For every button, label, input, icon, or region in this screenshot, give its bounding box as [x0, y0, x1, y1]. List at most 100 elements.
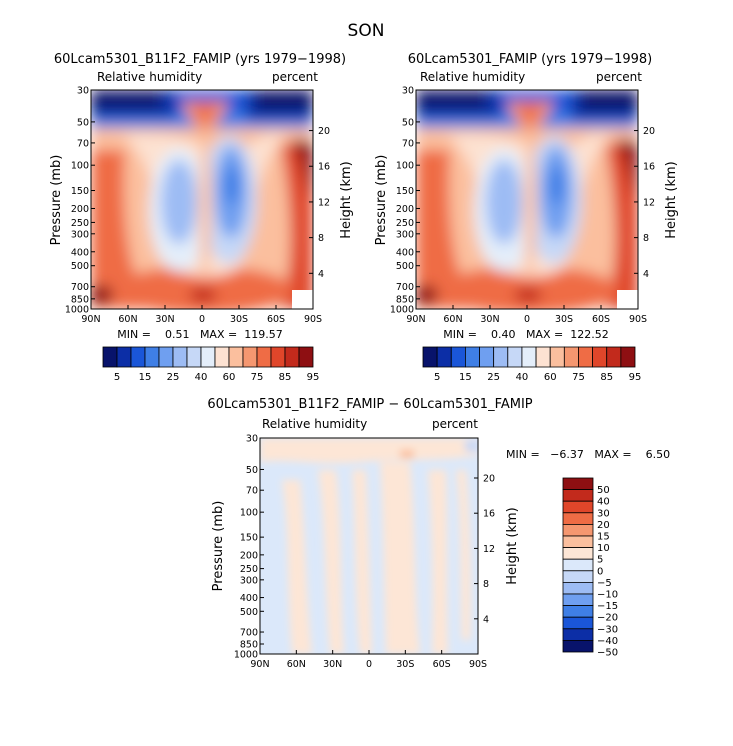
- y-tick-label: 250: [240, 564, 258, 575]
- colorbar-label: 60: [544, 372, 557, 383]
- colorbar-label: 20: [597, 520, 610, 531]
- y2-tick-label: 8: [643, 233, 649, 244]
- y-tick-label: 1000: [65, 305, 89, 316]
- colorbar-box: [549, 346, 565, 368]
- colorbar-label: 85: [279, 372, 292, 383]
- colorbar-box: [562, 628, 594, 641]
- y-tick-label: 30: [246, 434, 258, 445]
- y-tick-label: 400: [240, 593, 258, 604]
- colorbar-box: [562, 570, 594, 583]
- colorbar-box: [563, 346, 579, 368]
- x-tick-label: 30S: [555, 314, 573, 325]
- panel-3-stats: MIN = −6.37 MAX = 6.50: [506, 448, 670, 461]
- colorbar-label: 15: [459, 372, 472, 383]
- x-tick-label: 90N: [250, 659, 269, 670]
- y-tick-label: 850: [71, 294, 89, 305]
- panel-1-ylabel: Pressure (mb): [49, 155, 64, 246]
- colorbar-box: [144, 346, 160, 368]
- colorbar-box: [214, 346, 230, 368]
- panel-3-title: 60Lcam5301_B11F2_FAMIP − 60Lcam5301_FAMI…: [207, 397, 532, 412]
- colorbar-label: 5: [114, 372, 120, 383]
- y-tick-label: 500: [71, 261, 89, 272]
- y2-tick-label: 4: [643, 269, 649, 280]
- y-tick-label: 500: [240, 607, 258, 618]
- x-tick-label: 90S: [469, 659, 487, 670]
- panel-3-y2-axis: 20 16 12 8 4: [474, 474, 495, 625]
- y-tick-label: 400: [396, 247, 414, 258]
- y-tick-label: 200: [396, 204, 414, 215]
- colorbar-box: [436, 346, 452, 368]
- panel-1-units: percent: [272, 70, 318, 84]
- colorbar-label: 10: [597, 543, 610, 554]
- panel-3-x-axis: 90N 60N 30N 0 30S 60S 90S: [250, 650, 487, 670]
- colorbar-label: 85: [600, 372, 613, 383]
- colorbar-box: [592, 346, 608, 368]
- x-tick-label: 60N: [443, 314, 462, 325]
- y2-tick-label: 16: [318, 162, 330, 173]
- colorbar-box: [562, 512, 594, 525]
- colorbar-label: −5: [597, 578, 612, 589]
- colorbar-box: [562, 616, 594, 630]
- x-tick-label: 0: [199, 314, 205, 325]
- panel-2-units: percent: [596, 70, 642, 84]
- colorbar-label: 95: [629, 372, 642, 383]
- x-tick-label: 90S: [629, 314, 647, 325]
- y2-tick-label: 8: [483, 579, 489, 590]
- y-tick-label: 100: [396, 161, 414, 172]
- colorbar-box: [562, 640, 594, 653]
- colorbar-label: 25: [167, 372, 180, 383]
- colorbar-box: [507, 346, 523, 368]
- x-tick-label: 90N: [406, 314, 425, 325]
- y-tick-label: 70: [246, 486, 258, 497]
- colorbar-box: [493, 346, 509, 368]
- colorbar-box: [228, 346, 244, 368]
- panel-1-title: 60Lcam5301_B11F2_FAMIP (yrs 1979−1998): [54, 52, 346, 67]
- y2-tick-label: 12: [643, 197, 655, 208]
- panel-1-plot-area: [91, 90, 313, 309]
- colorbar-box: [521, 346, 537, 368]
- colorbar-box: [479, 346, 495, 368]
- x-tick-label: 60S: [433, 659, 451, 670]
- y-tick-label: 850: [240, 639, 258, 650]
- y-tick-label: 1000: [234, 650, 258, 661]
- y-tick-label: 50: [246, 465, 258, 476]
- panel-1-variable: Relative humidity: [97, 70, 202, 84]
- y-tick-label: 700: [71, 282, 89, 293]
- colorbar-box: [620, 346, 636, 368]
- panel-3: 60Lcam5301_B11F2_FAMIP − 60Lcam5301_FAMI…: [207, 397, 670, 670]
- y-tick-label: 50: [402, 117, 414, 128]
- colorbar-box: [298, 346, 314, 368]
- panel-1-y2label: Height (km): [339, 161, 354, 238]
- y-tick-label: 300: [240, 575, 258, 586]
- colorbar-box: [535, 346, 551, 368]
- colorbar-label: −20: [597, 613, 618, 624]
- y-tick-label: 70: [77, 138, 89, 149]
- x-tick-label: 90N: [81, 314, 100, 325]
- colorbar-box: [562, 524, 594, 537]
- colorbar-label: −40: [597, 636, 618, 647]
- colorbar-box: [450, 346, 466, 368]
- panel-3-y2label: Height (km): [505, 507, 520, 584]
- colorbar-label: −50: [597, 648, 618, 659]
- y2-tick-label: 12: [318, 197, 330, 208]
- y-tick-label: 1000: [390, 305, 414, 316]
- colorbar-box: [562, 582, 594, 595]
- colorbar-box: [102, 346, 118, 368]
- panel-2-plot-area: [416, 90, 638, 309]
- y-tick-label: 100: [240, 508, 258, 519]
- colorbar-box: [562, 500, 594, 514]
- y2-tick-label: 20: [483, 474, 495, 485]
- colorbar-box: [158, 346, 174, 368]
- colorbar-label: −10: [597, 590, 618, 601]
- y-tick-label: 150: [240, 533, 258, 544]
- colorbar-box: [562, 477, 594, 491]
- colorbar-box: [130, 346, 146, 368]
- x-tick-label: 90S: [304, 314, 322, 325]
- colorbar-box: [256, 346, 272, 368]
- x-tick-label: 30N: [155, 314, 174, 325]
- colorbar-label: 15: [597, 532, 610, 543]
- colorbar-label: 40: [195, 372, 208, 383]
